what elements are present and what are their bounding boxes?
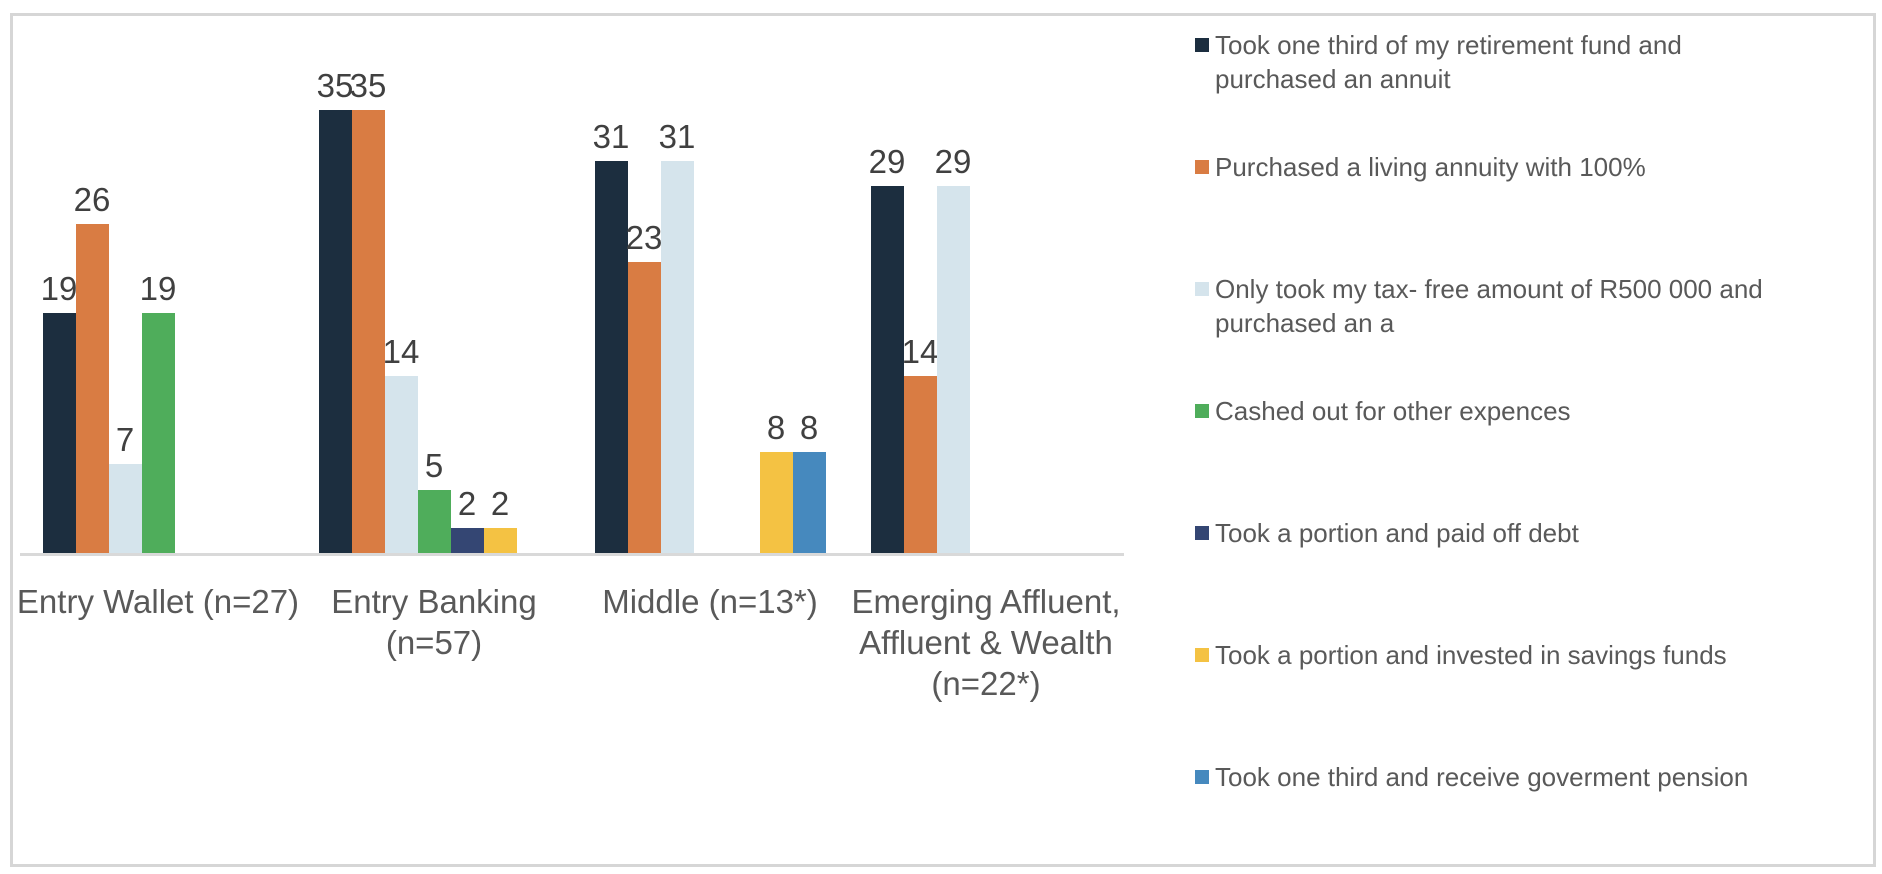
data-label: 35: [349, 67, 387, 104]
bar-series2-group3: [627, 262, 661, 553]
legend-label: Took a portion and paid off debt: [1215, 518, 1579, 548]
category-label: Entry Banking (n=57): [331, 583, 537, 661]
legend-swatch-icon: [1195, 38, 1209, 52]
legend-swatch-icon: [1195, 526, 1209, 540]
legend-label: Took one third and receive goverment pen…: [1215, 762, 1749, 792]
legend-swatch-icon: [1195, 648, 1209, 662]
legend-swatch-icon: [1195, 282, 1209, 296]
legend-label: Purchased a living annuity with 100%: [1215, 152, 1646, 182]
data-label: 23: [625, 219, 663, 256]
data-label: 14: [901, 333, 939, 370]
bar-series4-group1: [141, 313, 175, 553]
category-label: Emerging Affluent, Affluent & Wealth (n=…: [851, 583, 1121, 702]
data-label: 31: [592, 118, 630, 155]
legend-swatch-icon: [1195, 770, 1209, 784]
legend-label: Only took my tax- free amount of R500 00…: [1215, 274, 1763, 338]
bar-series6-group2: [483, 528, 517, 553]
bar-series4-group2: [417, 490, 451, 553]
data-label: 26: [73, 181, 111, 218]
legend-swatch-icon: [1195, 160, 1209, 174]
data-label: 14: [382, 333, 420, 370]
bar-series2-group1: [75, 224, 109, 553]
bar-series2-group4: [903, 376, 937, 553]
legend-item: Purchased a living annuity with 100%: [1195, 150, 1875, 184]
bar-series3-group2: [384, 376, 418, 553]
data-label: 7: [115, 421, 135, 458]
bar-series3-group1: [108, 464, 142, 553]
legend-label: Cashed out for other expences: [1215, 396, 1571, 426]
data-label: 31: [658, 118, 696, 155]
data-label: 19: [40, 270, 78, 307]
bar-series3-group3: [660, 161, 694, 553]
bar-series1-group2: [318, 110, 352, 553]
data-label: 8: [766, 409, 786, 446]
data-label: 8: [799, 409, 819, 446]
category-label: Middle (n=13*): [602, 583, 818, 620]
category-axis-line: [20, 553, 1124, 556]
legend-item: Took a portion and invested in savings f…: [1195, 638, 1875, 672]
data-label: 5: [424, 447, 444, 484]
data-label: 2: [490, 485, 510, 522]
legend-label: Took one third of my retirement fund and…: [1215, 30, 1682, 94]
data-label: 2: [457, 485, 477, 522]
bar-series5-group2: [450, 528, 484, 553]
data-label: 29: [934, 143, 972, 180]
legend-label: Took a portion and invested in savings f…: [1215, 640, 1727, 670]
legend-item: Took a portion and paid off debt: [1195, 516, 1875, 550]
bar-series1-group3: [594, 161, 628, 553]
bar-series7-group3: [792, 452, 826, 553]
data-label: 35: [316, 67, 354, 104]
legend-item: Took one third of my retirement fund and…: [1195, 28, 1875, 96]
data-label: 19: [139, 270, 177, 307]
category-label: Entry Wallet (n=27): [16, 583, 300, 620]
bar-series3-group4: [936, 186, 970, 553]
legend-item: Took one third and receive goverment pen…: [1195, 760, 1875, 794]
bar-series1-group4: [870, 186, 904, 553]
data-label: 29: [868, 143, 906, 180]
bar-series6-group3: [759, 452, 793, 553]
bar-series1-group1: [42, 313, 76, 553]
legend-item: Only took my tax- free amount of R500 00…: [1195, 272, 1875, 340]
legend-swatch-icon: [1195, 404, 1209, 418]
legend-item: Cashed out for other expences: [1195, 394, 1875, 428]
bar-series2-group2: [351, 110, 385, 553]
